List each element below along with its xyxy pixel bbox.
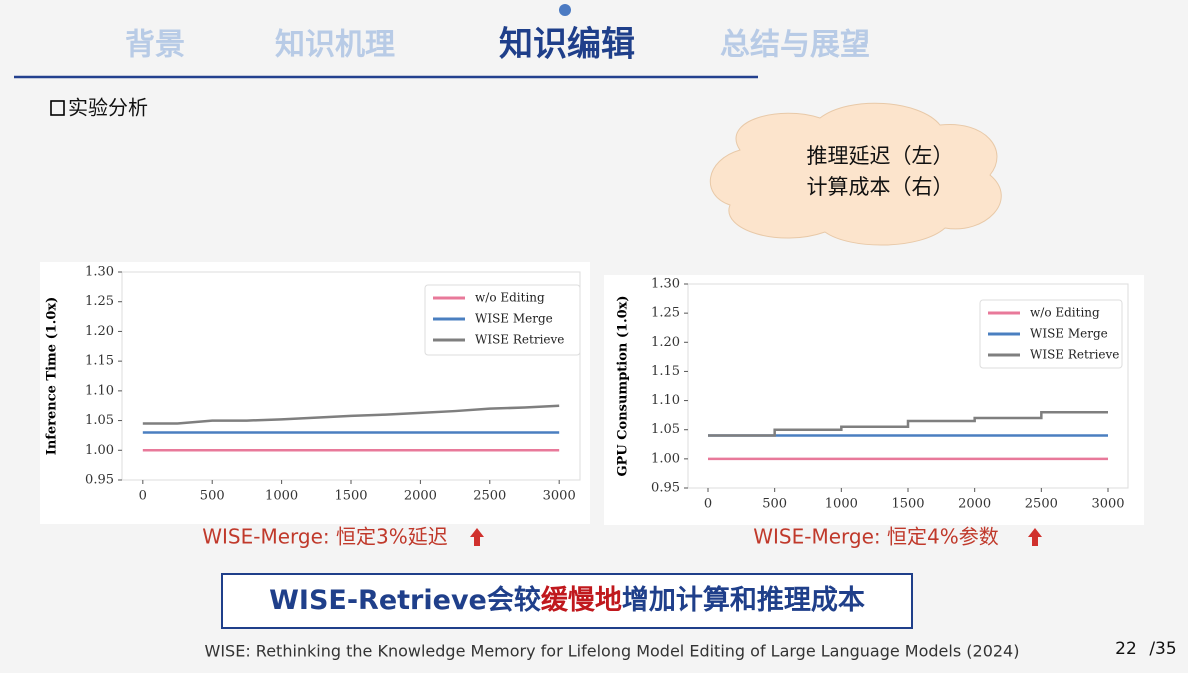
chart-caption: WISE-Merge: 恒定4%参数 [753, 525, 998, 549]
x-tick-label: 3000 [543, 489, 576, 504]
x-tick-label: 1000 [825, 497, 858, 512]
x-tick-label: 1500 [334, 489, 367, 504]
legend-label: WISE Retrieve [1030, 348, 1119, 362]
x-tick-label: 1500 [891, 497, 924, 512]
x-tick-label: 0 [704, 497, 712, 512]
legend-box [424, 284, 581, 356]
y-tick-label: 1.00 [651, 451, 680, 466]
x-tick-label: 2000 [958, 497, 991, 512]
conclusion-part: WISE-Retrieve会较 [269, 584, 541, 616]
y-tick-label: 1.30 [651, 277, 680, 292]
x-tick-label: 0 [139, 489, 147, 504]
series-line [708, 410, 1108, 437]
y-tick-label: 1.15 [85, 354, 114, 369]
legend-label: w/o Editing [1030, 306, 1100, 320]
conclusion-highlight: 缓慢地 [541, 585, 622, 616]
x-tick-label: 2000 [404, 489, 437, 504]
x-tick-label: 500 [762, 497, 787, 512]
y-axis-label: GPU Consumption (1.0x) [616, 295, 631, 476]
y-tick-label: 1.20 [651, 335, 680, 350]
bullet [50, 100, 65, 116]
x-tick-label: 3000 [1091, 497, 1124, 512]
legend-label: WISE Merge [475, 312, 553, 326]
x-tick-label: 500 [200, 489, 225, 504]
up-arrow [470, 528, 484, 546]
legend-label: w/o Editing [475, 291, 545, 305]
y-axis-label: Inference Time (1.0x) [45, 297, 60, 456]
legend-box [979, 299, 1123, 369]
nav-item[interactable]: 知识机理 [275, 28, 395, 63]
citation: WISE: Rethinking the Knowledge Memory fo… [205, 642, 1020, 661]
nav-item[interactable]: 总结与展望 [720, 28, 870, 63]
y-tick-label: 1.10 [651, 393, 680, 408]
y-tick-label: 1.15 [651, 364, 680, 379]
conclusion: WISE-Retrieve会较缓慢地增加计算和推理成本 [269, 584, 865, 616]
nav-item[interactable]: 背景 [125, 28, 185, 63]
y-tick-label: 1.25 [651, 306, 680, 321]
x-tick-label: 1000 [265, 489, 298, 504]
y-tick-label: 1.05 [85, 413, 114, 428]
cloud-text: 推理延迟（左） [807, 144, 954, 168]
series-line [142, 404, 560, 425]
chart-caption: WISE-Merge: 恒定3%延迟 [202, 525, 447, 549]
x-tick-label: 2500 [473, 489, 506, 504]
up-arrow [1028, 528, 1042, 546]
y-tick-label: 0.95 [85, 473, 114, 488]
cloud [709, 102, 1002, 246]
y-tick-label: 0.95 [651, 481, 680, 496]
y-tick-label: 1.10 [85, 383, 114, 398]
page-total: /35 [1149, 639, 1176, 659]
section-title: 实验分析 [68, 96, 148, 120]
x-tick-label: 2500 [1025, 497, 1058, 512]
legend-label: WISE Merge [1030, 327, 1108, 341]
page-number: 22 [1115, 639, 1137, 659]
nav-dot [559, 4, 571, 16]
legend-label: WISE Retrieve [475, 333, 564, 347]
y-tick-label: 1.00 [85, 443, 114, 458]
y-tick-label: 1.20 [85, 324, 114, 339]
y-tick-label: 1.25 [85, 294, 114, 309]
y-tick-label: 1.05 [651, 422, 680, 437]
nav-item-active[interactable]: 知识编辑 [499, 25, 635, 65]
cloud-text: 计算成本（右） [807, 175, 954, 199]
conclusion-box [221, 573, 913, 629]
y-tick-label: 1.30 [85, 265, 114, 280]
conclusion-part: 增加计算和推理成本 [622, 584, 865, 616]
